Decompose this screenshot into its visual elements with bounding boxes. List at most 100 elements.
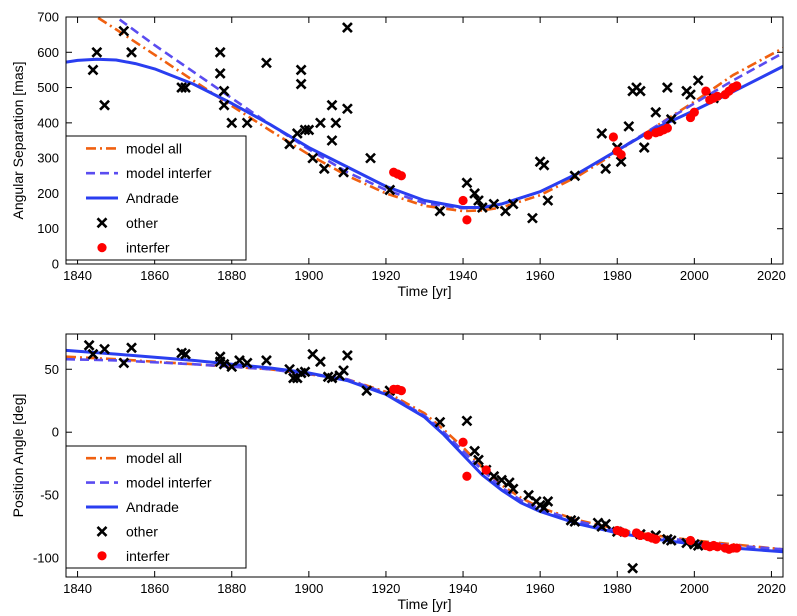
panel2-y-tick-label: -50 <box>40 488 59 503</box>
panel1-interfer-point <box>462 215 472 225</box>
panel1-y-tick-label: 200 <box>37 186 59 201</box>
panel1-x-tick-label: 1920 <box>371 268 400 283</box>
panel1-interfer-point <box>396 171 406 181</box>
panel2-data <box>66 339 783 574</box>
panel1-other-point <box>295 78 307 90</box>
panel1-other-point <box>434 205 446 217</box>
panel1-other-point <box>180 82 191 93</box>
panel1-other-point <box>569 170 581 182</box>
panel1-x-tick-label: 1980 <box>603 268 632 283</box>
panel2-other-point <box>473 454 484 466</box>
panel1-other-point <box>307 152 319 164</box>
panel1-other-point <box>461 177 473 189</box>
panel2-other-point <box>241 357 253 369</box>
panel1-y-tick-label: 500 <box>37 80 59 95</box>
panel1-legend: model all model interfer Andrade other inter… <box>65 135 247 261</box>
panel2-interfer-point <box>712 542 723 552</box>
panel1-other-point <box>214 46 226 58</box>
panel1-y-tick-label: 0 <box>52 257 59 272</box>
panel2-interfer-point <box>685 535 696 546</box>
panel2-other-point <box>118 357 130 369</box>
panel1-y-tick-label: 700 <box>37 10 59 25</box>
panel1-x-tick-label: 1840 <box>63 268 92 283</box>
panel1-other-point <box>527 212 538 224</box>
panel1-other-point <box>692 75 704 86</box>
panel2-other-point <box>218 358 230 370</box>
panel2-other-point <box>307 348 319 360</box>
panel1-other-point <box>303 124 315 136</box>
panel1-other-point <box>87 64 99 76</box>
panel1-y-tick-label: 600 <box>37 45 59 60</box>
panel2-interfer-point <box>651 534 661 544</box>
panel1-other-point <box>99 99 110 111</box>
panel1-other-point <box>314 117 326 129</box>
panel1-other-point <box>469 188 481 199</box>
panel1-other-point <box>615 156 627 168</box>
panel1-other-point <box>284 138 296 150</box>
panel2-other-point <box>338 365 349 376</box>
panel1-y-tick-label: 400 <box>37 115 59 130</box>
panel1-legend-other-swatch <box>96 217 108 229</box>
panel1-interfer-point <box>662 123 672 133</box>
panel1-interfer-point <box>689 107 699 117</box>
panel2-legend-model-all-label: model all <box>126 450 182 466</box>
panel2-other-point <box>180 348 191 360</box>
panel2-interfer-point <box>620 528 630 538</box>
panel1-other-point <box>365 152 376 164</box>
panel1-other-point <box>538 159 550 171</box>
panel2-legend: model all model interfer Andrade other inter… <box>65 445 247 569</box>
panel2-other-point <box>99 343 110 355</box>
panel2-other-point <box>542 496 554 507</box>
panel2-other-point <box>261 355 272 366</box>
panel1-interfer-point <box>616 150 626 160</box>
panel2-legend-other-swatch <box>96 525 108 537</box>
panel1-other-point <box>596 128 608 139</box>
panel1-other-point <box>542 195 554 206</box>
panel2-other-point <box>692 540 704 551</box>
panel1-x-tick-label: 1940 <box>449 268 478 283</box>
panel2-x-tick-label: 1860 <box>140 581 169 596</box>
panel1-y-tick-label: 100 <box>37 221 59 236</box>
panel1-x-tick-label: 1860 <box>140 268 169 283</box>
panel2-x-tick-label: 2020 <box>757 581 786 596</box>
panel2-legend-andrade-label: Andrade <box>126 499 179 515</box>
panel1-other-point <box>384 184 396 196</box>
panel1-other-point <box>118 25 130 37</box>
panel1-other-point <box>600 163 612 175</box>
panel1-other-point <box>299 124 311 136</box>
panel2-other-point <box>469 445 481 457</box>
panel2-interfer-point <box>462 471 472 481</box>
panel2-x-tick-label: 1880 <box>217 581 246 596</box>
panel1-x-tick-label: 1880 <box>217 268 246 283</box>
panel1-other-point <box>341 103 353 115</box>
panel2-other-point <box>234 355 245 366</box>
panel1-other-point <box>91 46 103 58</box>
panel2-x-tick-label: 1840 <box>63 581 92 596</box>
panel1-other-point <box>326 99 338 111</box>
panel1-other-point <box>488 198 500 210</box>
panel2-interfer-point <box>635 530 645 541</box>
panel2-x-tick-label: 1900 <box>294 581 323 596</box>
panel2-x-tick-label: 1920 <box>371 581 400 596</box>
panel2-other-point <box>496 474 508 486</box>
panel1-other-point <box>665 113 677 125</box>
panel1-chart: 1840 1860 1880 1900 1920 1940 1960 1980 2000 2020… <box>10 10 786 300</box>
panel1-other-point <box>226 117 238 129</box>
panel2-other-point <box>284 363 296 375</box>
panel1-y-tick-label: 300 <box>37 151 59 166</box>
panel1-legend-andrade-label: Andrade <box>126 190 179 206</box>
panel1-other-point <box>241 117 253 129</box>
panel1-other-point <box>126 46 137 58</box>
panel1-legend-interfer-swatch <box>97 243 107 253</box>
panel1-interfer-point <box>732 81 742 91</box>
panel1-other-point <box>330 117 342 129</box>
panel1-other-point <box>295 64 307 76</box>
panel1-other-point <box>176 82 188 93</box>
panel1-x-tick-label: 1960 <box>526 268 555 283</box>
panel1-other-point <box>261 57 272 69</box>
panel1-other-point <box>476 202 488 213</box>
panel2-y-tick-label: 0 <box>52 425 59 440</box>
panel1-interfer-point <box>458 195 468 206</box>
panel2-y-tick-label: -100 <box>33 551 59 566</box>
